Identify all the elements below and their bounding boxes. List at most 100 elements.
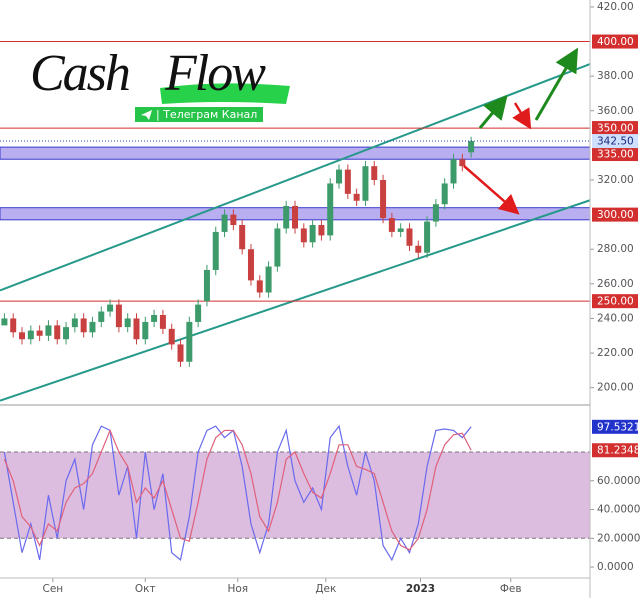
candle-body: [265, 266, 272, 293]
candle-body: [10, 318, 17, 333]
candle-body: [424, 221, 431, 253]
zone-label: 335.00: [597, 149, 634, 161]
y-tick-label: 240.00: [597, 312, 634, 324]
x-tick-label: Дек: [315, 583, 336, 595]
candle-body: [344, 169, 351, 194]
candle-body: [327, 183, 334, 236]
x-tick-label: 2023: [406, 583, 435, 595]
y-tick-label: 320.00: [597, 174, 634, 186]
candle-body: [300, 228, 307, 243]
candle-body: [27, 330, 34, 340]
candle-body: [142, 321, 149, 340]
y-tick-label: 220.00: [597, 347, 634, 359]
candle-body: [124, 318, 131, 328]
x-tick-label: Сен: [42, 583, 63, 595]
candle-body: [89, 321, 96, 333]
last-price-label: 342.50: [597, 136, 634, 148]
candle-body: [353, 193, 360, 201]
level-label: 400.00: [597, 36, 634, 48]
stoch-line: [3, 428, 472, 551]
candle-body: [133, 318, 140, 340]
candle-body: [80, 318, 87, 333]
zone-label-box: [592, 207, 638, 222]
level-label: 350.00: [597, 123, 634, 135]
y-tick-label: 20.0000: [597, 532, 640, 544]
y-tick-label: 0.0000: [597, 561, 634, 573]
candle-body: [362, 166, 369, 201]
telegram-icon: [141, 110, 152, 120]
x-tick-label: Окт: [135, 583, 156, 595]
candle-body: [186, 321, 193, 362]
candle-body: [309, 225, 316, 243]
y-tick-label: 360.00: [597, 105, 634, 117]
band: [0, 452, 590, 539]
candle-body: [406, 228, 413, 246]
stoch-value-label-box: [592, 443, 638, 458]
candle-body: [468, 141, 475, 153]
candle-body: [441, 183, 448, 205]
candle-body: [115, 304, 122, 328]
y-tick-label: 380.00: [597, 70, 634, 82]
candle-body: [388, 218, 395, 232]
y-tick-label: 280.00: [597, 243, 634, 255]
zone-label: 300.00: [597, 209, 634, 221]
candle-body: [397, 228, 404, 232]
candle-body: [239, 225, 246, 250]
logo: Cash Flow | Телеграм Канал: [30, 45, 290, 122]
candle-body: [168, 328, 175, 345]
x-tick-label: Фев: [500, 583, 522, 595]
candle-body: [177, 344, 184, 362]
candle-body: [450, 159, 457, 184]
candle-body: [54, 325, 61, 340]
stoch-value-label: 81.2348: [597, 445, 640, 457]
candle-body: [221, 214, 228, 232]
stoch-line: [3, 424, 472, 562]
candle-body: [212, 231, 219, 270]
zone-label-box: [592, 147, 638, 162]
candle-body: [151, 315, 158, 322]
candle-body: [159, 315, 166, 329]
y-tick-label: 260.00: [597, 278, 634, 290]
tagline-box: [135, 107, 263, 122]
candle-body: [380, 180, 387, 219]
level-label-box: [592, 294, 638, 309]
last-price-label-box: [592, 134, 638, 149]
candle-body: [230, 214, 237, 225]
candle-body: [415, 245, 422, 253]
candle-body: [1, 318, 8, 326]
tagline: | Телеграм Канал: [156, 108, 257, 121]
candle-body: [283, 205, 290, 229]
candle-body: [432, 204, 439, 222]
candle-body: [45, 325, 52, 336]
logo-word: Flow: [164, 45, 266, 102]
candle-body: [203, 270, 210, 302]
level-label-box: [592, 121, 638, 136]
arrows: [463, 47, 579, 215]
candle-body: [256, 280, 263, 293]
y-tick-label: 420.00: [597, 1, 634, 13]
candle-body: [19, 332, 26, 340]
candle-body: [195, 304, 202, 322]
level-label: 250.00: [597, 296, 634, 308]
y-tick-label: 200.00: [597, 382, 634, 394]
candle-body: [318, 225, 325, 236]
candle-body: [336, 169, 343, 184]
level-label-box: [592, 34, 638, 49]
trendline: [0, 199, 591, 402]
stoch-value-label: 97.5321: [597, 421, 640, 433]
logo-highlight: [160, 83, 290, 104]
candle-body: [459, 159, 466, 167]
zone: [0, 146, 591, 160]
stoch-value-label-box: [592, 419, 638, 434]
candle-body: [371, 166, 378, 180]
candle-body: [63, 327, 70, 340]
logo-word: Cash: [30, 45, 129, 102]
candle-body: [274, 228, 281, 267]
candle-body: [292, 205, 298, 229]
x-tick-label: Ноя: [227, 583, 248, 595]
y-tick-label: 60.0000: [597, 475, 640, 487]
candle-body: [98, 311, 105, 322]
candle-body: [36, 330, 43, 336]
candle-body: [247, 249, 254, 281]
